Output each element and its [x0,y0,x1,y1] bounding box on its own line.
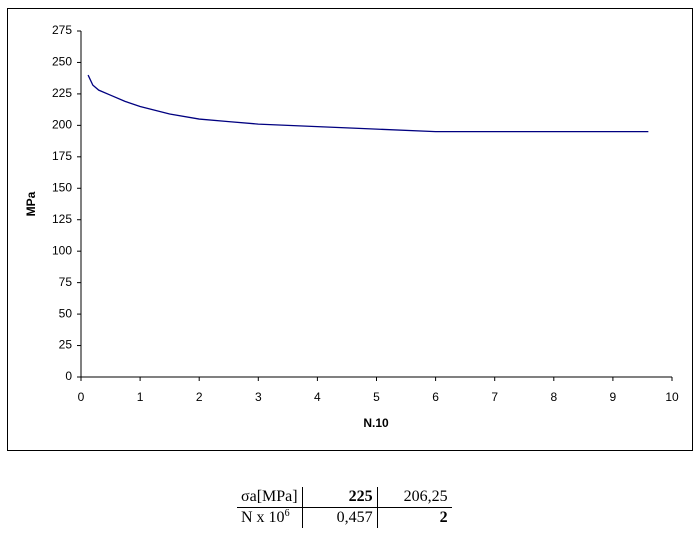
x-tick-label: 6 [432,390,439,404]
y-tick-label: 25 [59,338,73,352]
y-tick-label: 275 [52,23,72,37]
y-axis-label: MPa [24,191,38,216]
row-label: σa[MPa] [237,487,303,508]
x-tick-label: 2 [196,390,203,404]
label-text: N x 10 [241,509,285,526]
x-tick-label: 9 [610,390,617,404]
y-tick-label: 150 [52,180,72,194]
row-label: N x 106 [237,507,303,528]
label-exponent: 6 [284,508,290,519]
table-row: N x 106 0,457 2 [237,507,452,528]
cell: 225 [302,487,378,508]
y-tick-label: 200 [52,118,72,132]
y-tick-label: 250 [52,55,72,69]
x-tick-label: 0 [78,390,85,404]
table-row: σa[MPa] 225 206,25 [237,487,452,508]
x-tick-label: 7 [491,390,498,404]
chart: N.10 MPa 0255075100125150175200225250275… [7,8,693,451]
x-tick-label: 3 [255,390,262,404]
chart-frame [7,8,693,451]
x-axis-label: N.10 [363,416,389,430]
x-tick-label: 4 [314,390,321,404]
y-tick-label: 100 [52,243,72,257]
x-tick-label: 8 [550,390,557,404]
y-tick-label: 50 [59,306,73,320]
x-tick-label: 1 [137,390,144,404]
y-tick-label: 0 [65,369,72,383]
cell: 0,457 [302,507,378,528]
cell: 2 [439,509,448,526]
x-tick-label: 5 [373,390,380,404]
data-table: σa[MPa] 225 206,25 N x 106 0,457 2 [237,487,452,528]
y-tick-label: 225 [52,86,72,100]
x-tick-label: 10 [665,390,679,404]
y-tick-label: 75 [59,275,73,289]
y-tick-label: 125 [52,212,72,226]
cell: 206,25 [377,487,452,508]
y-tick-label: 175 [52,149,72,163]
data-line [87,74,649,133]
